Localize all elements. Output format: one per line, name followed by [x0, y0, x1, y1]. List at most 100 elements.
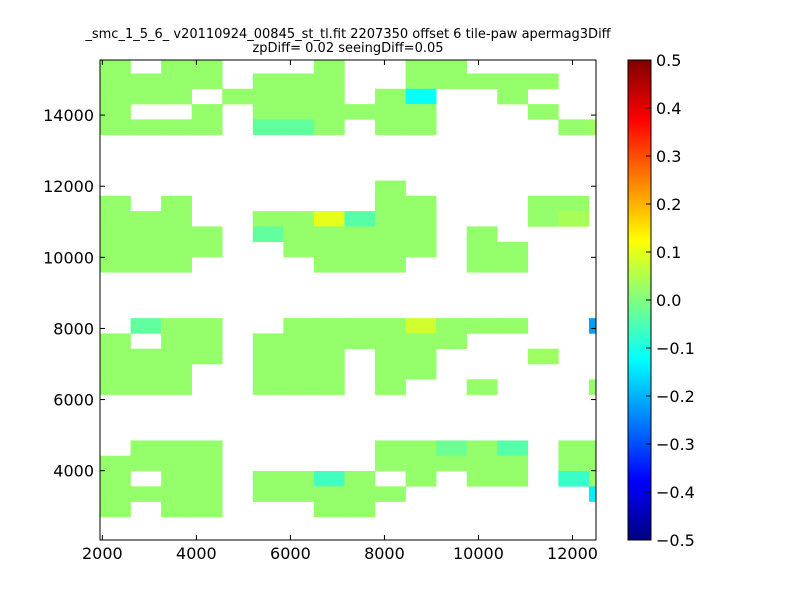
- heatmap-cell: [100, 211, 131, 227]
- heatmap-cell: [558, 211, 590, 227]
- heatmap-cell: [405, 60, 437, 74]
- heatmap-cell: [497, 318, 529, 334]
- heatmap-cell: [466, 440, 498, 457]
- heatmap-cell: [191, 60, 223, 74]
- heatmap-cell: [161, 119, 192, 135]
- heatmap-cell: [191, 440, 223, 457]
- heatmap-cell: [375, 195, 406, 212]
- heatmap-cell: [497, 440, 529, 457]
- y-axis: 4000 6000 8000 10000 12000 14000: [43, 106, 596, 481]
- heatmap-cell: [283, 333, 315, 350]
- y-tick-label: 10000: [43, 248, 94, 267]
- heatmap-cell: [405, 211, 437, 227]
- heatmap-cell: [161, 348, 192, 365]
- heatmap-cell: [527, 348, 559, 365]
- heatmap-cell: [375, 364, 406, 380]
- heatmap-cell: [436, 333, 468, 350]
- heatmap-cell: [161, 60, 192, 74]
- colorbar-tick-label: 0.1: [656, 243, 681, 262]
- heatmap-cell: [100, 119, 131, 135]
- heatmap-cell: [191, 471, 223, 487]
- heatmap-cell: [497, 73, 529, 90]
- colorbar: [628, 60, 651, 540]
- heatmap-cell: [161, 333, 192, 350]
- heatmap-cell: [100, 486, 131, 502]
- heatmap-cell: [375, 241, 406, 258]
- colorbar-tick-label: 0.3: [656, 147, 681, 166]
- heatmap-cell: [130, 348, 162, 365]
- heatmap-cell: [130, 211, 162, 227]
- heatmap-cell: [588, 471, 597, 487]
- heatmap-cell: [558, 440, 590, 457]
- heatmap-cell: [283, 318, 315, 334]
- heatmap-cell: [100, 73, 131, 90]
- heatmap-cell: [375, 256, 406, 273]
- heatmap-cell: [436, 60, 468, 74]
- heatmap-cell: [313, 60, 345, 74]
- heatmap-cell: [313, 211, 345, 227]
- heatmap-cell: [375, 486, 406, 502]
- colorbar-tick-label: 0.4: [656, 99, 681, 118]
- heatmap-cell: [100, 348, 131, 365]
- heatmap-cell: [344, 226, 376, 242]
- heatmap-cell: [191, 226, 223, 242]
- heatmap-cell: [161, 195, 192, 212]
- heatmap-cell: [405, 119, 437, 135]
- heatmap-cell: [100, 104, 131, 120]
- heatmap-cell: [252, 471, 284, 487]
- heatmap-cell: [252, 348, 284, 365]
- heatmap-cell: [161, 379, 192, 395]
- heatmap-cell: [527, 211, 559, 227]
- heatmap-cell: [313, 104, 345, 120]
- heatmap-cell: [313, 379, 345, 395]
- heatmap-cell: [466, 241, 498, 258]
- heatmap-cell: [375, 104, 406, 120]
- heatmap-cell: [252, 211, 284, 227]
- heatmap-cell: [344, 471, 376, 487]
- heatmap-cell: [313, 318, 345, 334]
- heatmap-cell: [466, 379, 498, 395]
- heatmap-cell: [130, 119, 162, 135]
- heatmap-cell: [100, 60, 131, 74]
- heatmap-cell: [161, 318, 192, 334]
- colorbar-tick-label: −0.1: [656, 339, 695, 358]
- colorbar-tick-label: −0.5: [656, 531, 695, 550]
- heatmap-cell: [161, 455, 192, 472]
- heatmap-cell: [252, 88, 284, 105]
- heatmap-cell: [313, 348, 345, 365]
- heatmap-cell: [375, 119, 406, 135]
- y-tick-label: 8000: [53, 319, 94, 338]
- heatmap-cell: [130, 241, 162, 258]
- heatmap-cell: [497, 256, 529, 273]
- heatmap-cell: [497, 241, 529, 258]
- heatmap-cell: [375, 455, 406, 472]
- heatmap-cell: [252, 333, 284, 350]
- heatmap-cell: [100, 364, 131, 380]
- heatmap-cell: [130, 440, 162, 457]
- heatmap-cell: [405, 455, 437, 472]
- heatmap-cell: [252, 226, 284, 242]
- heatmap-cell: [100, 88, 131, 105]
- heatmap-cell: [161, 73, 192, 90]
- heatmap-cell: [252, 73, 284, 90]
- heatmap-cell: [436, 455, 468, 472]
- heatmap-cell: [130, 226, 162, 242]
- heatmap-cell: [100, 379, 131, 395]
- colorbar-tick-label: 0.0: [656, 291, 681, 310]
- heatmap-cell: [191, 119, 223, 135]
- heatmap-cell: [130, 256, 162, 273]
- heatmap-cell: [222, 88, 254, 105]
- heatmap-cell: [313, 226, 345, 242]
- heatmap-cell: [375, 379, 406, 395]
- heatmap-cell: [588, 455, 597, 472]
- heatmap-cell: [130, 455, 162, 472]
- heatmap-cell: [466, 455, 498, 472]
- heatmap-cell: [497, 455, 529, 472]
- heatmap-cell: [405, 73, 437, 90]
- heatmap-cell: [191, 318, 223, 334]
- heatmap-cell: [375, 180, 406, 197]
- heatmap-cell: [100, 226, 131, 242]
- heatmap-cell: [344, 256, 376, 273]
- heatmap-cell: [375, 88, 406, 105]
- heatmap-cell: [283, 364, 315, 380]
